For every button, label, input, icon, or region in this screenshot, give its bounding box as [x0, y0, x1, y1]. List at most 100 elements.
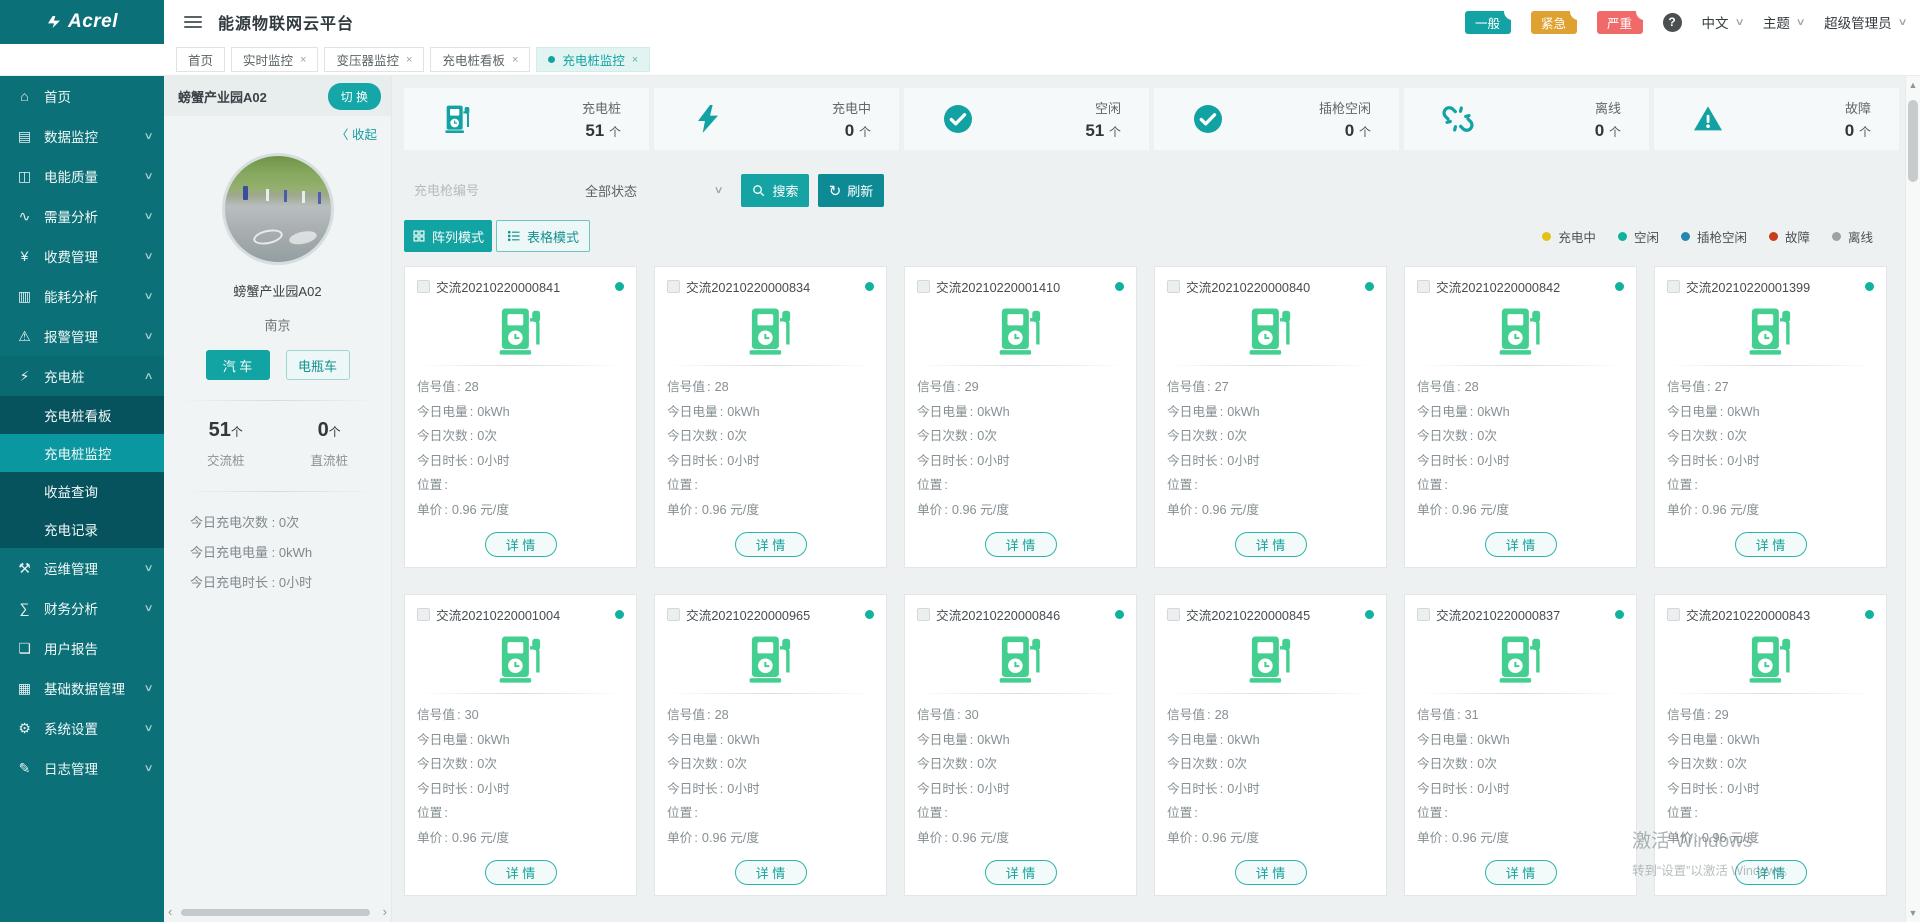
detail-button[interactable]: 详 情: [484, 532, 557, 557]
pile-checkbox[interactable]: [417, 608, 430, 621]
summary-card: 空闲 51 个: [904, 88, 1149, 150]
page-tab[interactable]: 实时监控 ×: [231, 47, 319, 72]
pile-duration-row: 今日时长:0小时: [917, 453, 1010, 468]
detail-button[interactable]: 详 情: [984, 532, 1057, 557]
pile-checkbox[interactable]: [1417, 280, 1430, 293]
pile-price-row: 单价:0.96 元/度: [667, 830, 760, 845]
alarm-badge[interactable]: 一般 0: [1464, 2, 1521, 34]
alarm-badge[interactable]: 严重 1: [1596, 2, 1653, 34]
sidebar-item[interactable]: 充电记录: [0, 510, 164, 548]
sidebar-item-icon: ∿: [18, 207, 31, 224]
sidebar-item[interactable]: 收益查询: [0, 472, 164, 510]
detail-button[interactable]: 详 情: [1484, 860, 1557, 885]
tab-close-icon[interactable]: ×: [405, 53, 413, 66]
detail-button[interactable]: 详 情: [1734, 860, 1807, 885]
gun-number-input[interactable]: [404, 174, 566, 207]
chevron-down-icon: ∨: [1734, 16, 1745, 28]
status-select[interactable]: 全部状态 ∨: [575, 174, 732, 207]
page-tab[interactable]: 充电桩看板 ×: [430, 47, 531, 72]
pile-price-row: 单价:0.96 元/度: [1167, 502, 1260, 517]
sidebar-item[interactable]: ▦ 基础数据管理 ∨: [17, 679, 154, 698]
chevron-icon: ∧: [143, 370, 154, 382]
sidebar-item[interactable]: 充电桩看板: [0, 396, 164, 434]
search-button[interactable]: 搜索: [741, 174, 809, 207]
user-role-dropdown[interactable]: 超级管理员 ∨: [1824, 16, 1908, 31]
sidebar-item[interactable]: ❏ 用户报告: [0, 628, 164, 668]
menu-collapse-icon[interactable]: [184, 16, 202, 28]
pile-checkbox[interactable]: [1167, 280, 1180, 293]
detail-button[interactable]: 详 情: [1234, 532, 1307, 557]
divider: [1667, 365, 1874, 367]
detail-button[interactable]: 详 情: [1234, 860, 1307, 885]
sidebar-item[interactable]: ¥ 收费管理 ∨: [0, 236, 164, 276]
pile-checkbox[interactable]: [667, 280, 680, 293]
detail-button[interactable]: 详 情: [734, 532, 807, 557]
sidebar-item[interactable]: ▥ 能耗分析 ∨: [17, 287, 154, 306]
sidebar-item[interactable]: ▤ 数据监控 ∨: [17, 127, 154, 146]
charger-icon: [1497, 634, 1542, 685]
sidebar-item[interactable]: ⚠ 报警管理 ∨: [0, 316, 164, 356]
grid-mode-button[interactable]: 阵列模式: [404, 220, 492, 252]
scrollbar-thumb[interactable]: [1908, 100, 1918, 182]
detail-button[interactable]: 详 情: [484, 860, 557, 885]
page-tab[interactable]: 变压器监控 ×: [324, 47, 425, 72]
pile-checkbox[interactable]: [417, 280, 430, 293]
pile-checkbox[interactable]: [917, 608, 930, 621]
scrollbar-thumb[interactable]: [181, 908, 370, 916]
collapse-panel-link[interactable]: 〈 收起: [336, 128, 377, 142]
sidebar-item-icon: ▦: [17, 679, 32, 696]
scroll-down-icon[interactable]: ▼: [1908, 908, 1918, 918]
switch-station-button[interactable]: 切 换: [327, 82, 381, 110]
refresh-button[interactable]: ↻ 刷新: [818, 174, 884, 207]
pile-location-row: 位置:: [1667, 478, 1698, 493]
scroll-right-icon[interactable]: ›: [382, 904, 387, 919]
pile-price-row: 单价:0.96 元/度: [417, 502, 510, 517]
pile-checkbox[interactable]: [1667, 280, 1680, 293]
pile-checkbox[interactable]: [917, 280, 930, 293]
theme-dropdown[interactable]: 主题 ∨: [1762, 16, 1806, 31]
check-circle-icon: [942, 103, 974, 135]
pile-status-dot: [865, 610, 874, 619]
bolt-icon: [698, 105, 718, 133]
tab-close-icon[interactable]: ×: [511, 53, 519, 66]
chevron-icon: ∨: [143, 290, 154, 302]
scroll-left-icon[interactable]: ‹: [168, 904, 173, 919]
detail-button[interactable]: 详 情: [984, 860, 1057, 885]
pile-checkbox[interactable]: [1667, 608, 1680, 621]
sidebar-item[interactable]: ⚡ 充电桩 ∧: [0, 356, 164, 396]
scroll-up-icon[interactable]: ▲: [1908, 80, 1918, 90]
detail-button[interactable]: 详 情: [1484, 532, 1557, 557]
pile-status-dot: [865, 282, 874, 291]
panel-horizontal-scrollbar[interactable]: ‹ ›: [168, 904, 387, 919]
pile-checkbox[interactable]: [1417, 608, 1430, 621]
vehicle-tab-ebike[interactable]: 电瓶车: [285, 350, 350, 380]
pile-checkbox[interactable]: [667, 608, 680, 621]
detail-button[interactable]: 详 情: [1734, 532, 1807, 557]
pile-energy-row: 今日电量:0kWh: [417, 404, 510, 419]
help-icon[interactable]: ?: [1662, 12, 1682, 32]
sidebar-item[interactable]: ⌂ 首页: [0, 76, 164, 116]
sidebar-item[interactable]: ∑ 财务分析 ∨: [0, 588, 164, 628]
active-tab-dot: [548, 56, 556, 63]
sidebar-item-icon: ⚒: [18, 559, 31, 576]
pile-price-row: 单价:0.96 元/度: [1167, 830, 1260, 845]
table-mode-button[interactable]: 表格模式: [496, 220, 590, 252]
sidebar-item[interactable]: ⚒ 运维管理 ∨: [0, 548, 164, 588]
page-tab[interactable]: 首页 ×: [176, 47, 226, 72]
sidebar-item[interactable]: ✎ 日志管理 ∨: [0, 748, 164, 788]
tab-close-icon[interactable]: ×: [631, 53, 639, 66]
charger-icon: [1247, 306, 1292, 357]
sidebar-item[interactable]: ⚙ 系统设置 ∨: [0, 708, 164, 748]
language-dropdown[interactable]: 中文 ∨: [1701, 16, 1745, 31]
alarm-badge[interactable]: 紧急 0: [1530, 2, 1587, 34]
sidebar-item[interactable]: ∿ 需量分析 ∨: [0, 196, 164, 236]
pile-duration-row: 今日时长:0小时: [1417, 781, 1510, 796]
vehicle-tab-car[interactable]: 汽 车: [205, 350, 270, 380]
detail-button[interactable]: 详 情: [734, 860, 807, 885]
tab-close-icon[interactable]: ×: [300, 53, 307, 66]
sidebar-item[interactable]: ◫ 电能质量 ∨: [17, 167, 154, 186]
page-tab[interactable]: 充电桩监控 ×: [536, 47, 651, 72]
vertical-scrollbar[interactable]: ▲ ▼: [1905, 76, 1920, 922]
pile-checkbox[interactable]: [1167, 608, 1180, 621]
sidebar-item[interactable]: 充电桩监控: [0, 434, 164, 472]
